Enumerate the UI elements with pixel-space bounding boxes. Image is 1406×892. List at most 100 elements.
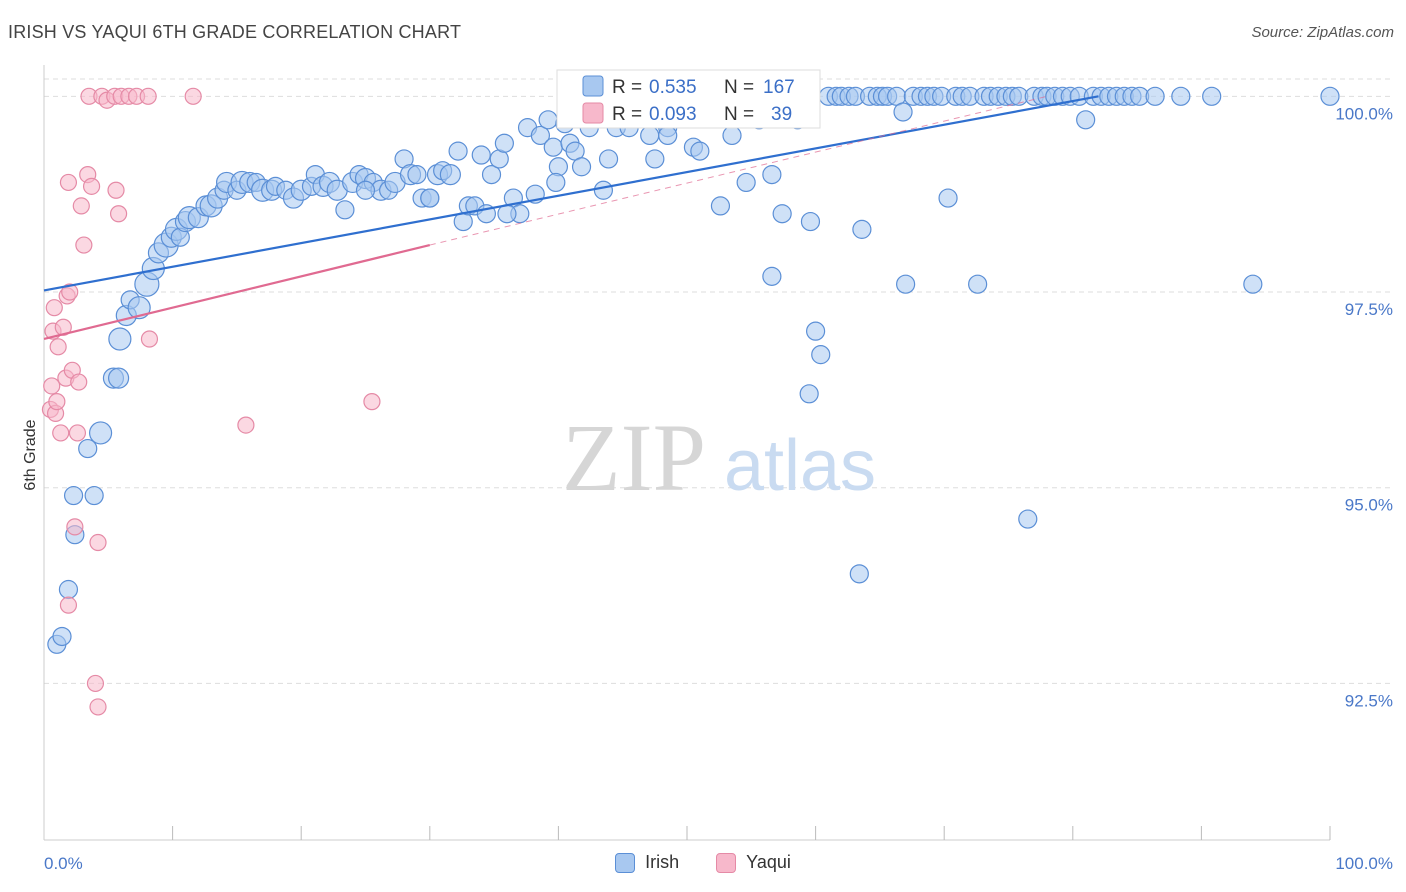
- irish-point: [805, 321, 826, 341]
- irish-point: [439, 163, 461, 186]
- legend-label: Yaqui: [746, 852, 791, 872]
- yaqui-point: [86, 674, 105, 693]
- legend-swatch-irish: [582, 75, 604, 97]
- legend-swatch: [716, 852, 737, 873]
- irish-point: [1171, 86, 1191, 106]
- yaqui-point: [49, 338, 67, 356]
- irish-point: [800, 211, 821, 232]
- watermark: ZIP atlas: [562, 404, 876, 511]
- irish-point: [108, 327, 132, 351]
- yaqui-point: [68, 424, 87, 442]
- yaqui-point: [140, 330, 159, 348]
- legend-n-value-irish: 167: [763, 77, 795, 98]
- watermark-zip: ZIP: [562, 404, 706, 511]
- irish-point: [481, 164, 502, 185]
- irish-point: [127, 296, 151, 320]
- irish-point: [58, 579, 79, 600]
- irish-point: [799, 384, 819, 404]
- x-tick-label: 0.0%: [44, 854, 83, 873]
- irish-point: [658, 125, 678, 146]
- irish-point: [420, 188, 440, 208]
- yaqui-point: [89, 698, 107, 716]
- yaqui-point: [139, 87, 157, 105]
- irish-point: [598, 149, 619, 169]
- chart-title: IRISH VS YAQUI 6TH GRADE CORRELATION CHA…: [8, 22, 462, 42]
- irish-point: [1243, 274, 1263, 294]
- yaqui-point: [59, 173, 78, 192]
- irish-point: [355, 180, 376, 200]
- irish-point: [710, 196, 731, 216]
- legend-item-yaqui[interactable]: Yaqui: [716, 852, 791, 873]
- irish-point: [736, 172, 756, 193]
- irish-point: [762, 164, 782, 185]
- trend-lines: [43, 95, 1099, 341]
- y-axis-title: 6th Grade: [22, 419, 39, 490]
- y-tick-label: 100.0%: [1335, 104, 1393, 123]
- irish-point: [593, 180, 614, 200]
- axes: [43, 65, 1331, 841]
- y-tick-label: 97.5%: [1345, 300, 1393, 319]
- legend-n-label-yaqui: N =: [724, 104, 754, 125]
- legend-r-label-yaqui: R =: [612, 104, 642, 125]
- gridlines: [44, 78, 1392, 684]
- watermark-atlas: atlas: [724, 426, 876, 506]
- source-label: Source: ZipAtlas.com: [1251, 24, 1394, 41]
- irish-point: [88, 421, 113, 445]
- irish-point: [772, 204, 792, 224]
- irish-point: [335, 200, 355, 220]
- irish-point: [448, 141, 468, 161]
- series-legend: Irish Yaqui: [0, 852, 1406, 878]
- irish-point: [968, 274, 988, 294]
- irish-point: [852, 219, 872, 239]
- yaqui-point: [45, 299, 63, 317]
- yaqui-point: [48, 393, 66, 411]
- irish-point: [548, 157, 569, 177]
- irish-point: [1202, 86, 1222, 106]
- yaqui-point: [184, 87, 202, 105]
- irish-point: [107, 367, 130, 389]
- yaqui-trend-extension: [429, 95, 1048, 246]
- irish-point: [1145, 86, 1165, 106]
- irish-point: [896, 274, 916, 294]
- legend-item-irish[interactable]: Irish: [615, 852, 679, 873]
- irish-point: [645, 149, 665, 169]
- legend-r-value-yaqui: 0.093: [649, 104, 697, 125]
- irish-point: [571, 157, 592, 177]
- legend-r-label-irish: R =: [612, 77, 642, 98]
- irish-point: [52, 626, 72, 647]
- irish-point: [78, 438, 98, 459]
- yaqui-point: [109, 205, 128, 223]
- points: [41, 86, 1340, 716]
- legend-swatch-yaqui: [582, 102, 604, 124]
- legend-swatch: [615, 852, 636, 873]
- irish-point: [1018, 509, 1038, 529]
- irish-point: [690, 141, 710, 161]
- irish-point: [471, 145, 491, 165]
- legend-r-value-irish: 0.535: [649, 77, 697, 98]
- legend-n-label-irish: N =: [724, 77, 754, 98]
- stats-legend: R = 0.535 N = 167 R = 0.093 N = 39: [556, 69, 821, 129]
- y-tick-label: 92.5%: [1345, 691, 1393, 710]
- yaqui-point: [43, 377, 61, 395]
- yaqui-point: [107, 181, 125, 199]
- irish-point: [84, 485, 104, 506]
- irish-point: [849, 564, 869, 584]
- yaqui-point: [66, 518, 84, 536]
- irish-point: [546, 172, 566, 193]
- irish-point: [762, 266, 782, 286]
- tick-labels: 100.0% 97.5% 95.0% 92.5% 0.0% 100.0%: [44, 104, 1393, 873]
- legend-label: Irish: [645, 852, 680, 872]
- irish-point: [494, 133, 514, 153]
- irish-point: [640, 125, 660, 146]
- yaqui-point: [237, 416, 255, 434]
- irish-point: [1076, 110, 1096, 130]
- irish-trend-line: [43, 95, 1099, 292]
- yaqui-point: [59, 596, 78, 614]
- yaqui-point: [70, 373, 88, 391]
- x-tick-label: 100.0%: [1335, 854, 1393, 873]
- irish-point: [722, 125, 742, 146]
- y-tick-label: 95.0%: [1345, 496, 1393, 515]
- legend-n-value-yaqui: 39: [771, 104, 792, 125]
- irish-point: [543, 137, 563, 157]
